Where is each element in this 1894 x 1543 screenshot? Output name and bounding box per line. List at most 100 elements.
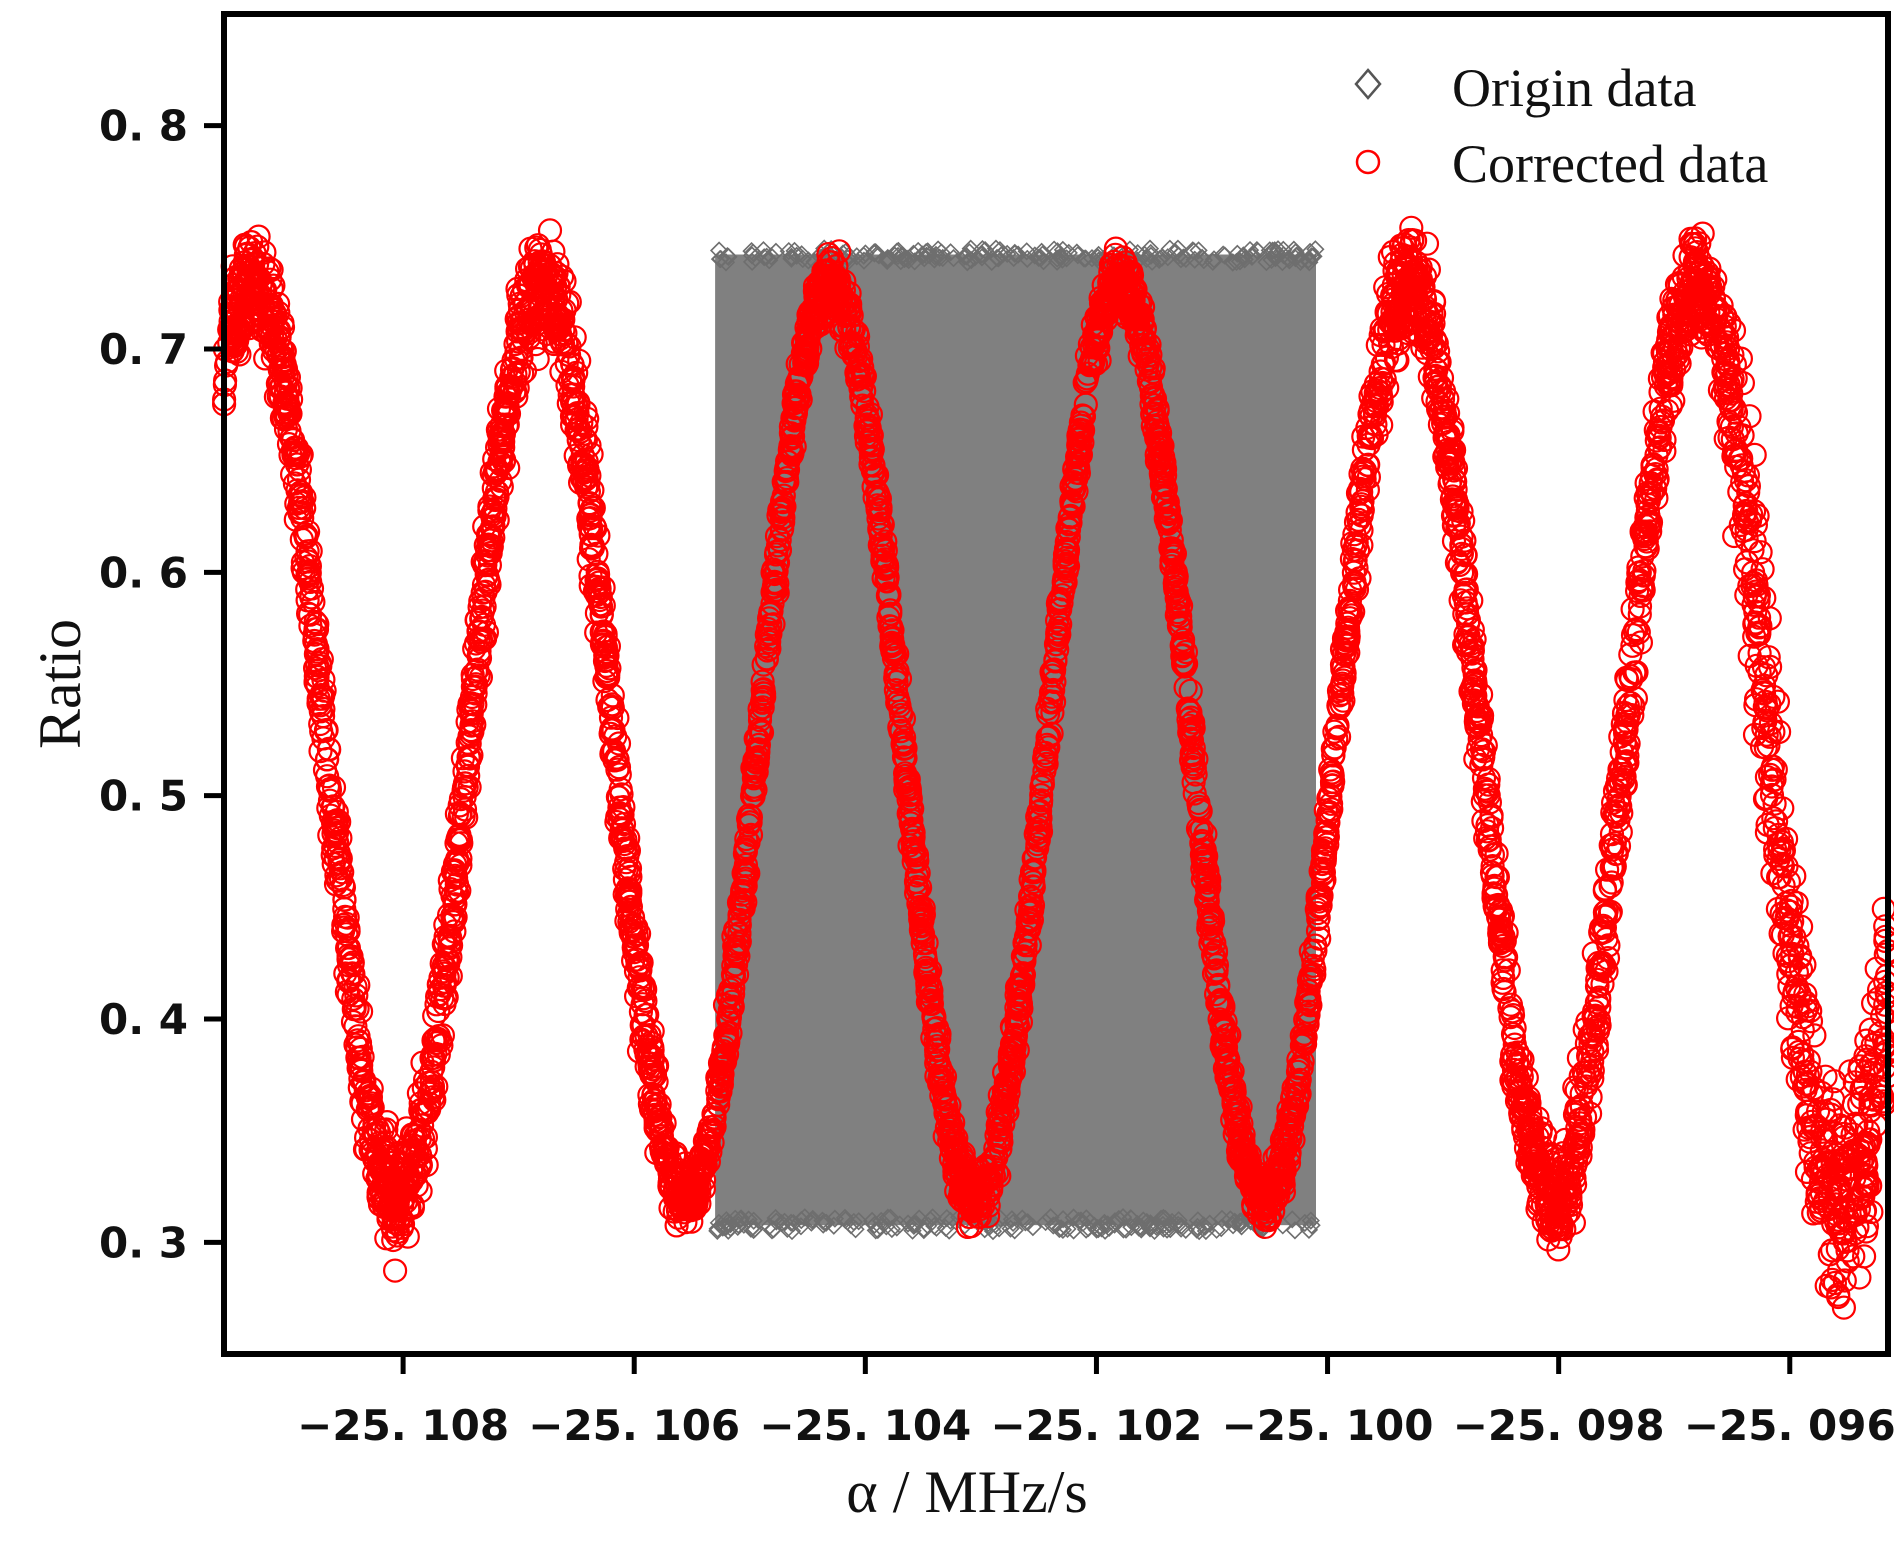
- corrected-point: [299, 576, 325, 601]
- origin-point: [778, 1219, 797, 1239]
- corrected-point: [591, 593, 616, 618]
- corrected-point: [477, 522, 502, 548]
- origin-point: [1189, 241, 1208, 260]
- corrected-point: [1780, 909, 1805, 934]
- corrected-point: [1655, 353, 1680, 378]
- corrected-point: [1304, 897, 1329, 922]
- corrected-point: [299, 585, 324, 610]
- corrected-point: [308, 738, 333, 764]
- corrected-point: [346, 1055, 371, 1081]
- origin-point: [904, 1214, 924, 1233]
- corrected-point: [1140, 402, 1165, 427]
- origin-point: [1306, 240, 1325, 259]
- corrected-point: [311, 726, 336, 751]
- origin-point: [709, 241, 729, 260]
- corrected-point: [566, 392, 591, 417]
- corrected-point: [561, 374, 586, 399]
- corrected-point: [737, 810, 763, 835]
- origin-point: [1240, 240, 1260, 260]
- corrected-point: [478, 537, 503, 563]
- origin-point: [1099, 1218, 1119, 1238]
- origin-point: [1053, 240, 1072, 260]
- origin-point: [887, 1218, 906, 1237]
- corrected-point: [1025, 831, 1050, 857]
- corrected-point: [1750, 678, 1775, 703]
- origin-point: [730, 1210, 750, 1229]
- corrected-point: [890, 732, 915, 757]
- corrected-point: [1854, 1028, 1879, 1053]
- corrected-point: [1173, 639, 1199, 665]
- corrected-point: [303, 656, 328, 681]
- corrected-point: [1316, 810, 1341, 835]
- corrected-point: [308, 699, 333, 724]
- origin-point: [1050, 1219, 1069, 1239]
- corrected-point: [1664, 316, 1690, 341]
- corrected-point: [1326, 678, 1352, 704]
- corrected-point: [1351, 437, 1377, 462]
- corrected-point: [1005, 988, 1031, 1014]
- origin-point: [782, 247, 801, 266]
- corrected-point: [574, 449, 599, 474]
- corrected-point: [1306, 886, 1331, 912]
- origin-point: [986, 239, 1006, 258]
- corrected-point: [719, 995, 745, 1021]
- corrected-point: [1326, 724, 1352, 750]
- corrected-point: [1847, 1058, 1872, 1084]
- corrected-point: [733, 852, 759, 878]
- corrected-point: [1477, 790, 1503, 815]
- origin-point: [1247, 240, 1267, 260]
- corrected-point: [1482, 893, 1507, 919]
- corrected-point: [774, 455, 799, 481]
- corrected-point: [726, 931, 751, 956]
- corrected-point: [348, 1036, 373, 1062]
- origin-point: [716, 253, 736, 272]
- corrected-point: [735, 806, 761, 831]
- corrected-point: [1007, 979, 1033, 1004]
- origin-point: [1023, 1217, 1043, 1237]
- origin-point: [1073, 1213, 1093, 1233]
- corrected-point: [1687, 231, 1712, 256]
- corrected-point: [581, 495, 606, 520]
- corrected-point: [643, 1107, 668, 1132]
- corrected-point: [897, 802, 923, 827]
- corrected-point: [336, 935, 361, 961]
- origin-point: [743, 1217, 763, 1237]
- corrected-point: [1761, 806, 1786, 831]
- corrected-point: [215, 349, 240, 374]
- corrected-point: [1854, 1164, 1879, 1189]
- corrected-point: [1706, 336, 1731, 361]
- corrected-point: [1870, 1003, 1894, 1028]
- corrected-point: [292, 521, 318, 547]
- corrected-point: [437, 902, 462, 928]
- corrected-point: [328, 856, 353, 881]
- origin-point: [913, 245, 932, 264]
- corrected-point: [1552, 1146, 1577, 1171]
- origin-point: [1228, 244, 1247, 263]
- origin-point: [1234, 247, 1253, 266]
- origin-point: [1169, 1211, 1188, 1230]
- corrected-point: [1296, 999, 1321, 1024]
- corrected-point: [1371, 350, 1397, 375]
- origin-point: [1157, 1220, 1177, 1239]
- origin-point: [923, 1208, 942, 1227]
- origin-point: [907, 1214, 926, 1234]
- corrected-point: [726, 944, 751, 969]
- corrected-point: [1296, 992, 1322, 1017]
- corrected-point: [1358, 422, 1383, 447]
- corrected-point: [1193, 852, 1218, 877]
- corrected-point: [1182, 781, 1207, 806]
- corrected-point: [308, 711, 333, 737]
- corrected-point: [1347, 476, 1373, 501]
- corrected-point: [1626, 555, 1651, 580]
- corrected-point: [1053, 571, 1078, 596]
- corrected-point: [878, 598, 903, 623]
- corrected-point: [1636, 509, 1661, 534]
- corrected-point: [1614, 735, 1640, 760]
- corrected-point: [366, 1151, 391, 1176]
- corrected-point: [613, 836, 638, 861]
- origin-point: [1129, 1218, 1148, 1237]
- corrected-point: [781, 415, 806, 440]
- origin-point: [1227, 252, 1246, 272]
- corrected-point: [877, 614, 902, 639]
- corrected-point: [1152, 463, 1178, 488]
